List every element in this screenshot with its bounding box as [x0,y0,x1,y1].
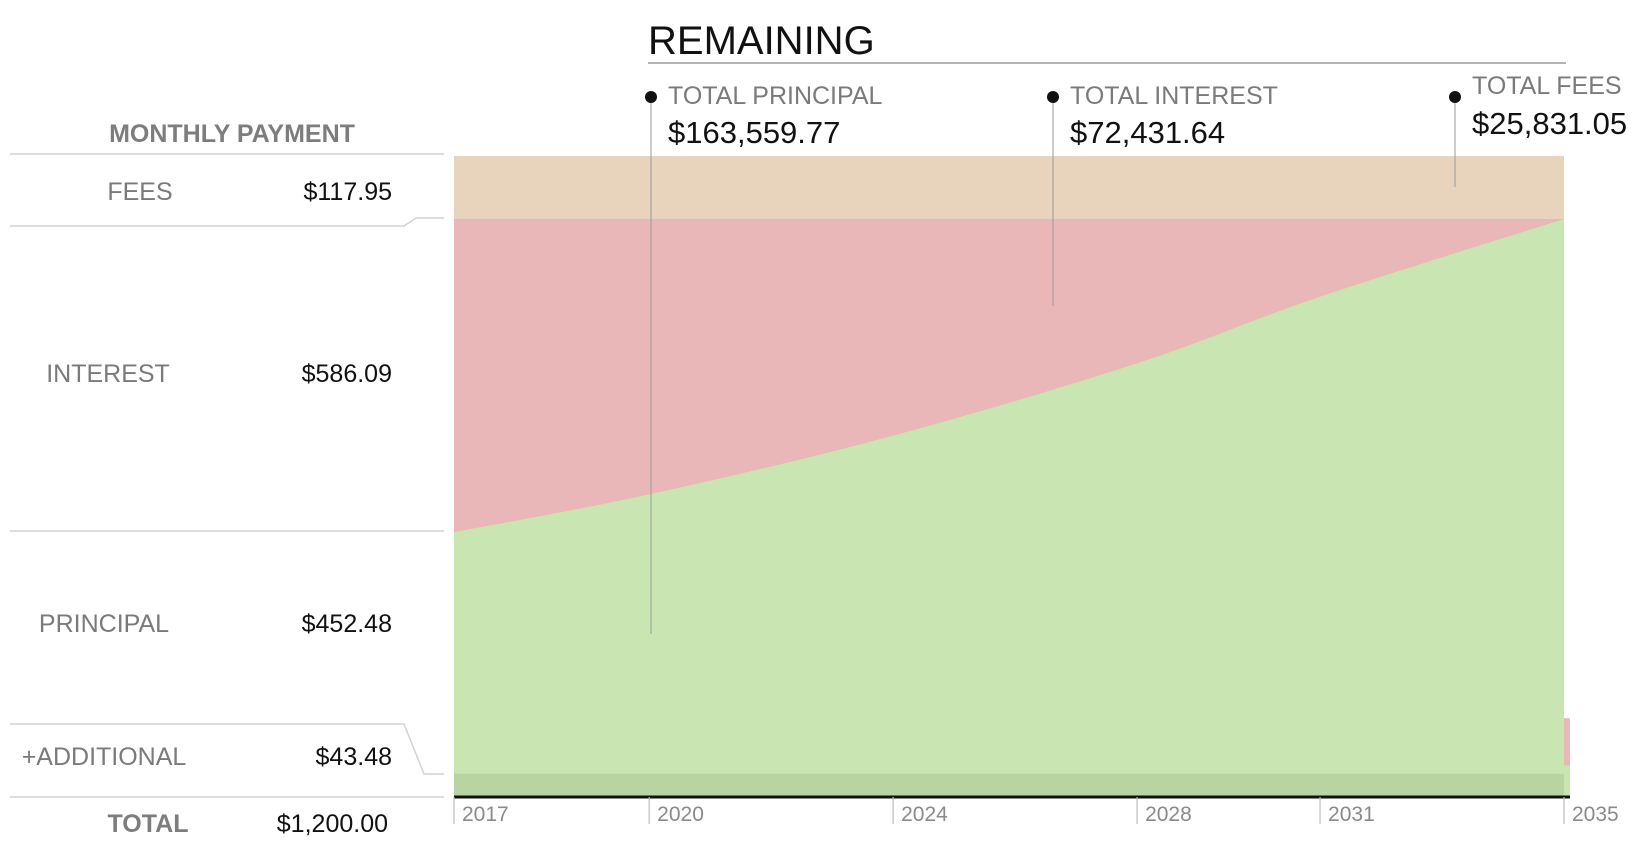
total-principal-value: $163,559.77 [668,115,840,150]
total-fees-callout: TOTAL FEES $25,831.05 [1449,72,1627,187]
totals-callouts: TOTAL PRINCIPAL $163,559.77 TOTAL INTERE… [645,72,1627,634]
total-interest-callout: TOTAL INTEREST $72,431.64 [1047,82,1278,306]
x-axis-ticks: 2017 2020 2024 2028 2031 2035 [453,797,1619,826]
x-tick-label: 2017 [462,803,509,826]
total-interest-dot [1047,91,1059,103]
interest-label: INTEREST [46,360,170,388]
remaining-area-chart: 2017 2020 2024 2028 2031 2035 [453,156,1619,826]
end-fees-sliver [1564,718,1570,766]
fees-connector [10,217,444,227]
principal-label: PRINCIPAL [39,610,169,638]
total-fees-dot [1449,91,1461,103]
monthly-payment-header: MONTHLY PAYMENT [109,120,355,148]
chart-title: REMAINING [648,19,875,63]
fees-value: $117.95 [303,178,392,206]
total-principal-callout: TOTAL PRINCIPAL $163,559.77 [645,82,883,634]
total-principal-label: TOTAL PRINCIPAL [668,82,883,110]
monthly-payment-panel: MONTHLY PAYMENT FEES $117.95 INTEREST $5… [10,120,444,838]
x-tick-label: 2024 [901,803,948,826]
total-interest-label: TOTAL INTEREST [1070,82,1278,110]
x-tick-label: 2020 [657,803,704,826]
additional-value: $43.48 [316,743,392,771]
x-tick-label: 2028 [1145,803,1192,826]
additional-label: +ADDITIONAL [22,743,187,771]
total-fees-label: TOTAL FEES [1472,72,1622,100]
total-label: TOTAL [107,810,188,838]
additional-area [454,773,1564,797]
fees-label: FEES [107,178,172,206]
x-tick-label: 2035 [1572,803,1619,826]
principal-area [454,219,1564,798]
end-principal-sliver [1564,765,1570,797]
interest-value: $586.09 [302,360,392,388]
fees-area [454,156,1564,220]
principal-connector [10,723,444,775]
x-tick-label: 2031 [1328,803,1375,826]
total-interest-value: $72,431.64 [1070,115,1225,150]
total-principal-dot [645,91,657,103]
total-fees-value: $25,831.05 [1472,106,1627,141]
principal-value: $452.48 [302,610,392,638]
total-value: $1,200.00 [277,810,388,838]
